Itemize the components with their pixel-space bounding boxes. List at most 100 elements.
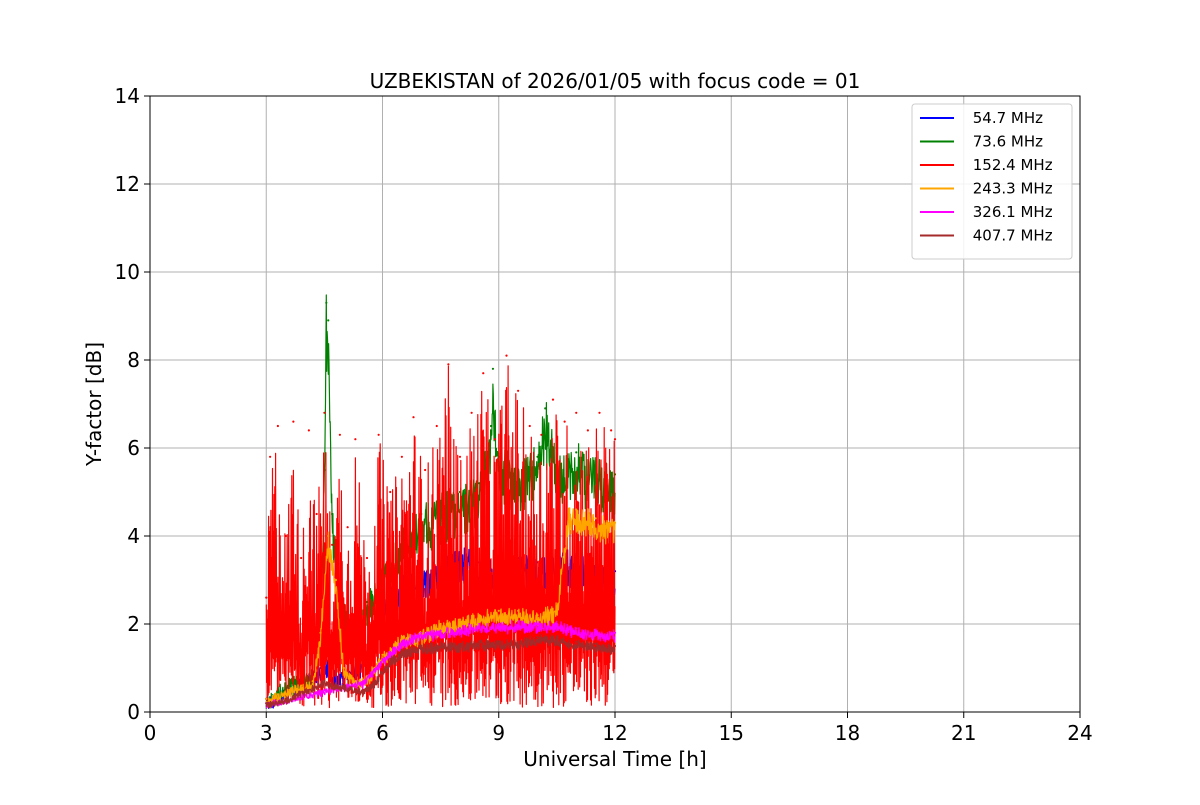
data-point [517, 620, 520, 623]
x-tick-label: 15 [719, 721, 744, 745]
data-point [276, 424, 279, 428]
legend-label: 407.7 MHz [968, 227, 1053, 245]
data-point [381, 653, 384, 656]
data-point [439, 622, 442, 626]
data-point [323, 688, 326, 692]
data-point [613, 644, 617, 648]
data-point [354, 438, 357, 441]
y-tick-label: 10 [115, 260, 140, 284]
data-point [478, 622, 481, 626]
data-point [458, 455, 462, 458]
data-point [613, 631, 617, 634]
legend: 54.7 MHz 73.6 MHz 152.4 MHz 243.3 MHz 32… [911, 103, 1073, 260]
data-point [292, 420, 295, 423]
data-point [342, 684, 345, 687]
data-point [613, 521, 617, 524]
data-point [489, 424, 493, 428]
data-point [575, 411, 578, 414]
data-point [307, 429, 310, 432]
series-line [265, 365, 616, 709]
data-point [315, 512, 318, 516]
x-tick-label: 18 [835, 721, 860, 745]
y-axis-label: Y-factor [dB] [82, 342, 106, 467]
data-point [300, 684, 303, 687]
data-point [470, 411, 473, 414]
data-point [284, 697, 287, 700]
data-point [493, 438, 496, 441]
data-point [288, 680, 291, 683]
data-point [334, 578, 338, 582]
data-point [311, 680, 314, 683]
data-point [610, 429, 613, 432]
data-point [540, 433, 543, 436]
legend-label: 152.4 MHz [968, 156, 1053, 174]
data-point [586, 429, 589, 432]
data-point [491, 367, 495, 370]
data-point [325, 301, 328, 304]
data-point [439, 629, 442, 632]
legend-label: 243.3 MHz [968, 180, 1053, 198]
series-group [265, 294, 617, 709]
legend-box [911, 103, 1073, 260]
data-point [323, 411, 326, 414]
data-point [420, 644, 423, 648]
data-point [377, 433, 380, 436]
data-point [563, 420, 566, 423]
series-line [265, 634, 616, 709]
data-point [342, 666, 345, 670]
y-tick-label: 4 [127, 524, 140, 548]
data-point [269, 455, 272, 458]
y-tick-label: 14 [115, 84, 140, 108]
data-point [323, 680, 326, 683]
data-point [458, 618, 462, 621]
legend-item: 326.1 MHz [920, 203, 1053, 221]
data-point [555, 605, 558, 608]
legend-label: 73.6 MHz [968, 133, 1043, 151]
y-tick-label: 2 [127, 612, 140, 636]
data-point [536, 614, 539, 617]
data-point [362, 688, 365, 692]
data-point [265, 697, 268, 700]
data-point [458, 642, 462, 645]
data-point [265, 702, 268, 705]
data-point [338, 433, 341, 436]
data-point [517, 389, 520, 392]
data-point [598, 411, 601, 414]
series-2 [265, 354, 617, 709]
data-point [412, 416, 415, 419]
data-point [447, 363, 450, 366]
data-point [424, 468, 427, 472]
x-tick-label: 6 [376, 721, 389, 745]
data-point [594, 517, 597, 520]
series-5 [265, 634, 617, 709]
data-point [555, 622, 558, 626]
data-point [331, 543, 334, 546]
x-tick-label: 3 [260, 721, 273, 745]
x-tick-label: 0 [144, 721, 157, 745]
data-point [478, 640, 481, 643]
data-point [594, 629, 597, 632]
data-point [381, 658, 384, 661]
data-point [536, 636, 539, 639]
x-tick-label: 21 [951, 721, 976, 745]
legend-label: 326.1 MHz [968, 203, 1053, 221]
data-point [517, 609, 520, 612]
x-tick-label: 12 [602, 721, 627, 745]
data-point [551, 398, 555, 401]
data-point [303, 688, 307, 692]
y-tick-label: 12 [115, 172, 140, 196]
data-point [497, 640, 500, 643]
y-tick-label: 8 [127, 348, 140, 372]
data-point [362, 680, 365, 683]
data-point [536, 455, 539, 458]
data-point [327, 534, 330, 538]
x-axis-label: Universal Time [h] [523, 747, 706, 771]
data-point [439, 642, 442, 645]
data-point [284, 534, 287, 538]
data-point [400, 640, 403, 643]
data-point [575, 640, 578, 643]
data-point [435, 424, 438, 428]
